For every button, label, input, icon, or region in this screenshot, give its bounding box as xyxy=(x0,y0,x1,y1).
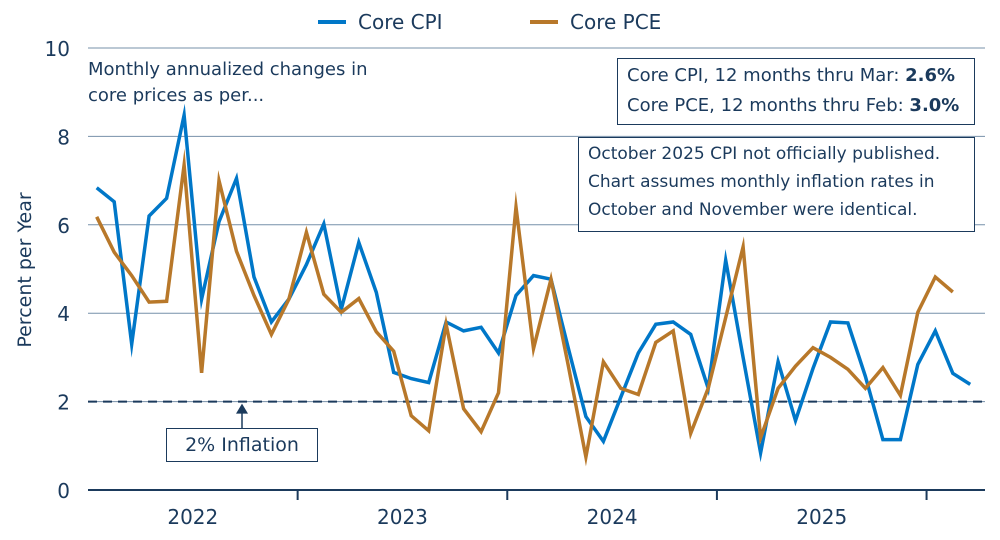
legend-swatch-core-cpi xyxy=(318,20,346,24)
legend-label-core-pce: Core PCE xyxy=(570,10,662,34)
summary-pce-value: 3.0% xyxy=(909,95,960,116)
y-tick-label: 10 xyxy=(45,37,70,61)
series-line-core-pce xyxy=(95,148,954,467)
legend-swatch-core-pce xyxy=(530,20,558,24)
x-tick-label: 2022 xyxy=(167,505,218,529)
note-line: October 2025 CPI not officially publishe… xyxy=(588,144,941,164)
x-tick-label: 2024 xyxy=(587,505,638,529)
reference-arrow-head xyxy=(236,403,248,414)
y-tick-label: 4 xyxy=(57,302,70,326)
note-line: Chart assumes monthly inflation rates in xyxy=(588,172,935,192)
legend-item-core-pce: Core PCE xyxy=(530,10,661,34)
y-tick-label: 8 xyxy=(57,125,70,149)
note-box: October 2025 CPI not officially publishe… xyxy=(578,137,975,232)
legend-item-core-cpi: Core CPI xyxy=(318,10,443,34)
summary-box: Core CPI, 12 months thru Mar: 2.6% Core … xyxy=(617,58,975,125)
note-line: October and November were identical. xyxy=(588,200,918,220)
summary-cpi-label: Core CPI, 12 months thru Mar: xyxy=(627,65,906,86)
legend-label-core-cpi: Core CPI xyxy=(358,10,443,34)
subtitle-line: Monthly annualized changes in xyxy=(88,59,368,80)
subtitle-line: core prices as per... xyxy=(88,85,265,106)
y-tick-label: 6 xyxy=(57,214,70,238)
y-tick-label: 0 xyxy=(57,479,70,503)
reference-line-label: 2% Inflation xyxy=(166,428,318,462)
summary-pce-label: Core PCE, 12 months thru Feb: xyxy=(627,95,910,116)
y-tick-label: 2 xyxy=(57,391,70,415)
x-tick-label: 2025 xyxy=(796,505,847,529)
y-axis-title: Percent per Year xyxy=(14,192,36,348)
summary-cpi-value: 2.6% xyxy=(905,65,956,86)
x-tick-label: 2023 xyxy=(377,505,428,529)
chart-subtitle: Monthly annualized changes in core price… xyxy=(88,57,368,109)
